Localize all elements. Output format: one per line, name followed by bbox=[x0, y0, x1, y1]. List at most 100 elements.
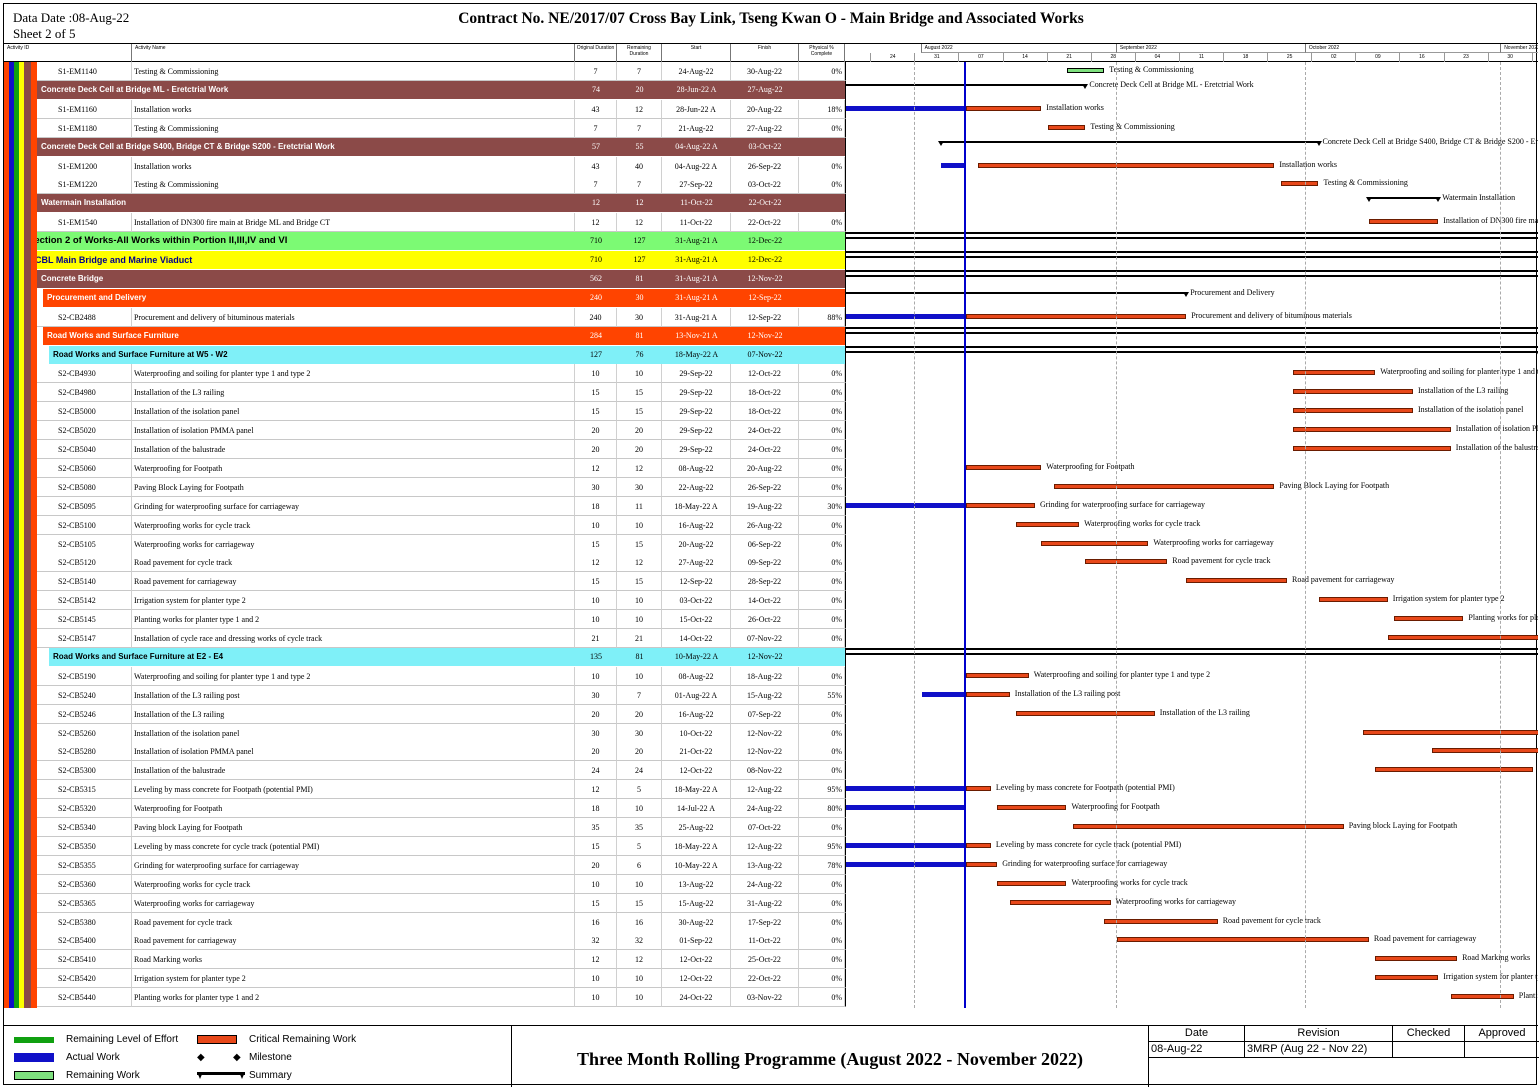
critical-work-bar[interactable] bbox=[965, 464, 1042, 470]
actual-work-bar[interactable] bbox=[846, 786, 966, 792]
critical-work-bar[interactable] bbox=[965, 861, 998, 867]
activity-row[interactable]: S2-CB5400 Road pavement for carriageway 32… bbox=[4, 931, 1538, 951]
activity-row[interactable]: S2-CB5000 Installation of the isolation p… bbox=[4, 402, 1538, 422]
activity-row[interactable]: S2-CB5360 Waterproofing works for cycle t… bbox=[4, 874, 1538, 894]
col-original-duration[interactable]: Original Duration bbox=[575, 44, 617, 62]
activity-row[interactable]: S2-CB4930 Waterproofing and soiling for p… bbox=[4, 364, 1538, 384]
col-physical-complete[interactable]: Physical % Complete bbox=[799, 44, 845, 62]
critical-work-bar[interactable] bbox=[1053, 483, 1275, 489]
col-start[interactable]: Start bbox=[662, 44, 731, 62]
activity-row[interactable]: S2-CB5147 Installation of cycle race and … bbox=[4, 629, 1538, 648]
critical-work-bar[interactable] bbox=[1293, 408, 1413, 414]
actual-work-bar[interactable] bbox=[846, 502, 966, 508]
activity-row[interactable]: S2-CB5060 Waterproofing for Footpath 12 12 0… bbox=[4, 458, 1538, 478]
critical-work-bar[interactable] bbox=[1375, 956, 1458, 962]
critical-work-bar[interactable] bbox=[1293, 389, 1413, 395]
activity-row[interactable]: S2-CB5140 Road pavement for carriageway 15… bbox=[4, 572, 1538, 592]
critical-work-bar[interactable] bbox=[965, 105, 1042, 111]
critical-work-bar[interactable] bbox=[997, 880, 1067, 886]
summary-bar[interactable] bbox=[846, 83, 1086, 86]
critical-work-bar[interactable] bbox=[1041, 540, 1149, 546]
critical-work-bar[interactable] bbox=[997, 805, 1067, 811]
activity-row[interactable]: S2-CB5020 Installation of isolation PMMA … bbox=[4, 421, 1538, 441]
activity-row[interactable]: S2-CB5190 Waterproofing and soiling for p… bbox=[4, 666, 1538, 686]
col-activity-id[interactable]: Activity ID bbox=[4, 44, 132, 62]
activity-row[interactable]: S2-CB5280 Installation of isolation PMMA … bbox=[4, 742, 1538, 762]
critical-work-bar[interactable] bbox=[1009, 899, 1111, 905]
wbs-group-row[interactable]: Concrete Deck Cell at Bridge S400, Bridg… bbox=[4, 137, 1538, 157]
critical-work-bar[interactable] bbox=[965, 313, 1187, 319]
critical-work-bar[interactable] bbox=[1375, 975, 1439, 981]
activity-row[interactable]: S1-EM1180 Testing & Commissioning 7 7 21-Aug… bbox=[4, 118, 1538, 138]
critical-work-bar[interactable] bbox=[1047, 124, 1086, 130]
activity-row[interactable]: S2-CB5100 Waterproofing works for cycle t… bbox=[4, 515, 1538, 535]
critical-work-bar[interactable] bbox=[965, 502, 1035, 508]
activity-row[interactable]: S2-CB5350 Leveling by mass concrete for c… bbox=[4, 836, 1538, 856]
actual-work-bar[interactable] bbox=[846, 105, 966, 111]
critical-work-bar[interactable] bbox=[1387, 635, 1538, 640]
actual-work-bar[interactable] bbox=[846, 842, 966, 848]
actual-work-bar[interactable] bbox=[921, 691, 966, 697]
summary-bar[interactable] bbox=[1368, 197, 1439, 200]
summary-bar[interactable] bbox=[846, 291, 1187, 294]
activity-row[interactable]: S2-CB5260 Installation of the isolation p… bbox=[4, 723, 1538, 743]
critical-work-bar[interactable] bbox=[1016, 710, 1155, 716]
actual-work-bar[interactable] bbox=[846, 805, 966, 811]
critical-work-bar[interactable] bbox=[965, 672, 1029, 678]
actual-work-bar[interactable] bbox=[846, 861, 966, 867]
critical-work-bar[interactable] bbox=[1318, 597, 1388, 603]
critical-work-bar[interactable] bbox=[965, 842, 991, 848]
wbs-group-row[interactable]: Road Works and Surface Furniture at W5 -… bbox=[4, 345, 1538, 365]
wbs-group-row[interactable]: Road Works and Surface Furniture at E2 -… bbox=[4, 647, 1538, 667]
wbs-group-row[interactable]: Road Works and Surface Furniture 284 81 13-… bbox=[4, 326, 1538, 346]
wbs-group-row[interactable]: Watermain Installation 12 12 11-Oct-22 22-Oc… bbox=[4, 193, 1538, 214]
activity-row[interactable]: S2-CB4980 Installation of the L3 railing 1… bbox=[4, 383, 1538, 403]
activity-row[interactable]: S2-CB5145 Planting works for planter type… bbox=[4, 610, 1538, 630]
col-activity-name[interactable]: Activity Name bbox=[132, 44, 575, 62]
critical-work-bar[interactable] bbox=[1016, 521, 1080, 527]
activity-row[interactable]: S2-CB5340 Paving block Laying for Footpat… bbox=[4, 818, 1538, 837]
critical-work-bar[interactable] bbox=[965, 786, 991, 792]
summary-bar[interactable] bbox=[846, 237, 1538, 240]
activity-row[interactable]: S2-CB5120 Road pavement for cycle track 12… bbox=[4, 553, 1538, 573]
critical-work-bar[interactable] bbox=[1375, 767, 1533, 773]
activity-row[interactable]: S2-CB5142 Irrigation system for planter t… bbox=[4, 591, 1538, 611]
critical-work-bar[interactable] bbox=[1431, 748, 1538, 754]
activity-row[interactable]: S2-CB5320 Waterproofing for Footpath 18 10 1… bbox=[4, 799, 1538, 819]
critical-work-bar[interactable] bbox=[1116, 937, 1369, 943]
wbs-group-row[interactable]: Concrete Bridge 562 81 31-Aug-21 A 12-Nov-22 bbox=[4, 269, 1538, 289]
summary-bar[interactable] bbox=[846, 331, 1538, 334]
summary-bar[interactable] bbox=[846, 274, 1538, 277]
activity-row[interactable]: S2-CB5246 Installation of the L3 railing 2… bbox=[4, 704, 1538, 724]
critical-work-bar[interactable] bbox=[1368, 219, 1439, 225]
activity-row[interactable]: S2-CB5240 Installation of the L3 railing … bbox=[4, 685, 1538, 705]
critical-work-bar[interactable] bbox=[1293, 370, 1376, 376]
activity-row[interactable]: S2-CB5410 Road Marking works 12 12 12-Oct-22… bbox=[4, 950, 1538, 970]
actual-work-bar[interactable] bbox=[846, 313, 966, 319]
summary-bar[interactable] bbox=[846, 350, 1538, 353]
summary-bar[interactable] bbox=[846, 256, 1538, 258]
critical-work-bar[interactable] bbox=[1394, 616, 1464, 622]
critical-work-bar[interactable] bbox=[1104, 918, 1218, 924]
activity-row[interactable]: S2-CB5355 Grinding for waterproofing surf… bbox=[4, 855, 1538, 875]
activity-row[interactable]: S2-CB5095 Grinding for waterproofing surf… bbox=[4, 496, 1538, 516]
wbs-group-row[interactable]: Section 2 of Works-All Works within Port… bbox=[4, 232, 1538, 252]
activity-row[interactable]: S1-EM1200 Installation works 43 40 04-Aug-22… bbox=[4, 156, 1538, 176]
critical-work-bar[interactable] bbox=[965, 691, 1010, 697]
activity-row[interactable]: S1-EM1160 Installation works 43 12 28-Jun-22… bbox=[4, 99, 1538, 119]
summary-bar[interactable] bbox=[940, 140, 1319, 143]
critical-work-bar[interactable] bbox=[1072, 824, 1344, 829]
activity-row[interactable]: S2-CB5420 Irrigation system for planter t… bbox=[4, 969, 1538, 989]
critical-work-bar[interactable] bbox=[1186, 578, 1287, 584]
activity-row[interactable]: S2-CB5380 Road pavement for cycle track 16… bbox=[4, 912, 1538, 932]
critical-work-bar[interactable] bbox=[1293, 446, 1451, 451]
activity-row[interactable]: S2-CB5365 Waterproofing works for carriag… bbox=[4, 893, 1538, 913]
activity-row[interactable]: S2-CB5440 Planting works for planter type… bbox=[4, 988, 1538, 1008]
activity-row[interactable]: S1-EM1140 Testing & Commissioning 7 7 24-Aug… bbox=[4, 62, 1538, 81]
activity-row[interactable]: S2-CB5105 Waterproofing works for carriag… bbox=[4, 534, 1538, 554]
wbs-group-row[interactable]: Procurement and Delivery 240 30 31-Aug-21 A… bbox=[4, 288, 1538, 308]
col-finish[interactable]: Finish bbox=[731, 44, 799, 62]
col-remaining-duration[interactable]: Remaining Duration bbox=[617, 44, 662, 62]
activity-row[interactable]: S1-EM1540 Installation of DN300 fire main… bbox=[4, 213, 1538, 233]
actual-work-bar[interactable] bbox=[940, 162, 966, 168]
